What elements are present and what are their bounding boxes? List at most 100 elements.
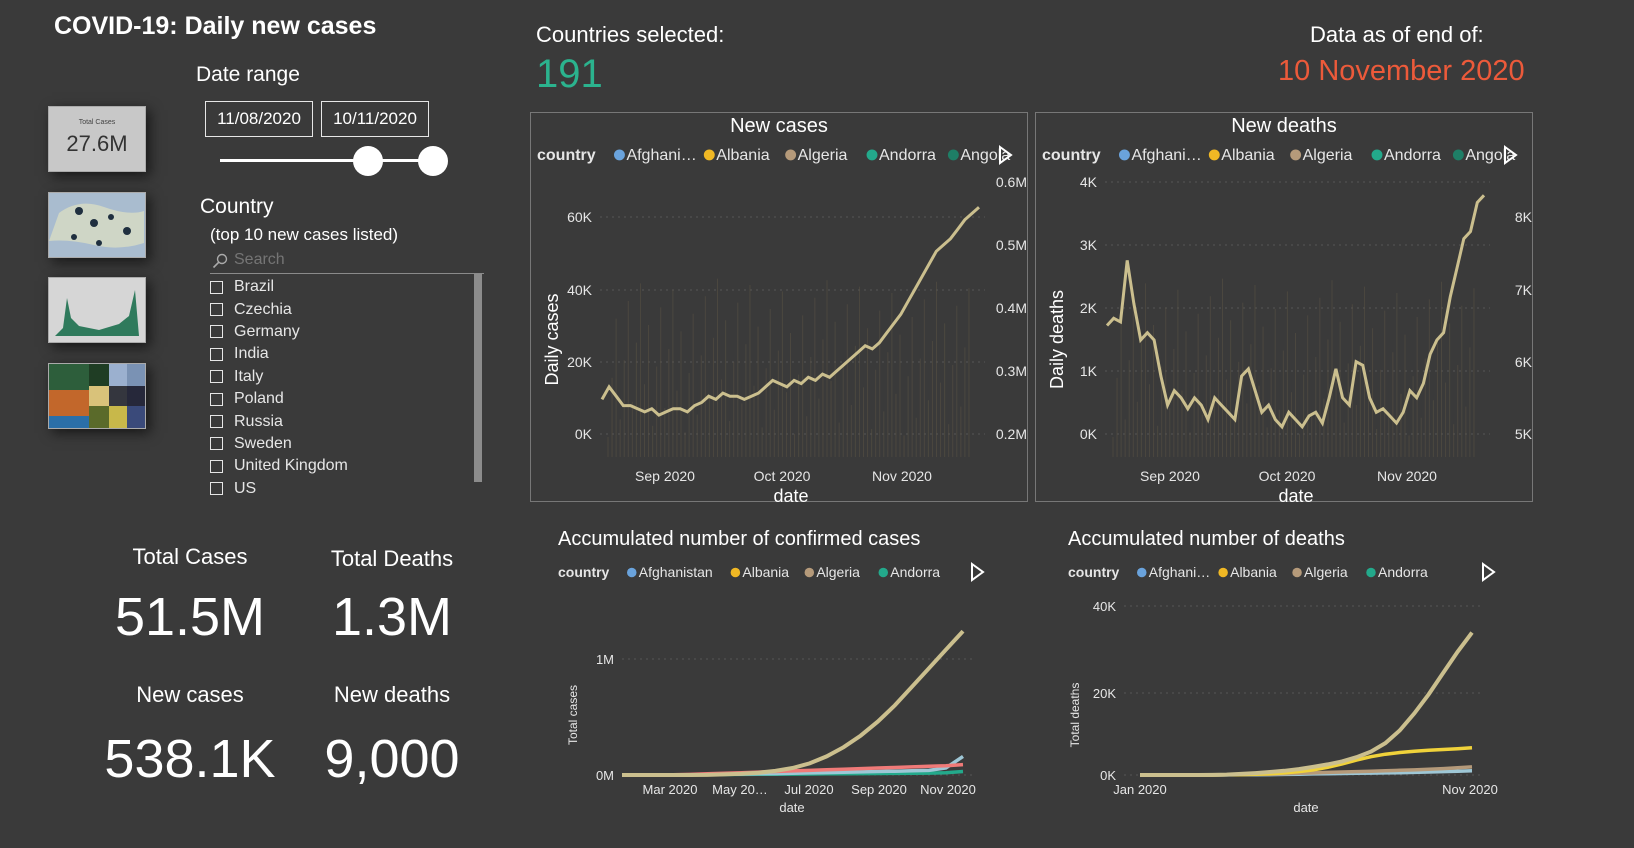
country-item-label: India [234,345,269,363]
accumulated-cases-chart[interactable]: Accumulated number of confirmed cases cou… [555,525,995,825]
checkbox[interactable] [210,392,223,406]
x-tick-label: Sep 2020 [635,468,695,484]
country-list-scrollbar[interactable] [474,274,482,482]
x-axis-label: date [779,800,804,815]
legend-marker [1371,149,1383,161]
thumbnail-area-chart[interactable] [48,277,146,343]
checkbox[interactable] [210,459,223,473]
legend-marker [627,567,637,578]
country-item-label: Czechia [234,300,292,318]
country-item[interactable]: Sweden [210,433,470,455]
checkbox[interactable] [210,347,223,361]
legend-marker [947,149,959,161]
y-tick-label: 4K [1080,174,1098,190]
country-item[interactable]: Germany [210,321,470,343]
y-tick-label: 1K [1080,363,1098,379]
country-item[interactable]: India [210,343,470,365]
search-icon [212,253,228,269]
kpi-total-cases-label: Total Cases [132,544,248,569]
kpi-total-cases-value: 51.5M [114,587,266,647]
y2-tick-label: 5K [1515,426,1533,442]
new-cases-chart[interactable]: New cases country Afghani… Albania Algeria An… [530,112,1028,502]
date-range-slider-track[interactable] [220,159,435,162]
kpi-new-cases-label: New cases [136,682,244,707]
x-tick-label: Nov 2020 [920,782,976,797]
kpi-total-deaths-value: 1.3M [331,587,453,647]
legend-item: Albania [1230,564,1277,580]
legend-item: Afghani… [1131,147,1201,164]
y2-tick-label: 0.3M [996,363,1027,379]
x-tick-label: Nov 2020 [1377,468,1437,484]
thumbnail-total-cases[interactable]: Total Cases 27.6M [48,106,146,172]
map-thumbnail-icon [49,193,145,257]
legend-item: Albania [1221,147,1274,164]
legend-next-icon[interactable] [971,562,985,582]
accumulated-deaths-chart[interactable]: Accumulated number of deaths country Afgha… [1060,525,1510,825]
treemap-thumbnail-icon [49,364,145,428]
x-tick-label: Oct 2020 [754,468,811,484]
new-deaths-chart[interactable]: New deaths country Afghani… Albania Algeria A… [1035,112,1533,502]
country-item-label: Sweden [234,434,292,452]
country-item[interactable]: Poland [210,388,470,410]
checkbox[interactable] [210,303,223,317]
legend-item: Algeria [1304,564,1348,580]
legend-marker [785,149,797,161]
country-search[interactable] [210,249,484,274]
y2-tick-label: 0.6M [996,174,1027,190]
chart-title: New deaths [1231,115,1337,137]
checkbox[interactable] [210,325,223,339]
legend-marker [730,567,741,578]
x-tick-label: Mar 2020 [643,782,698,797]
legend-title: country [537,147,596,164]
legend-marker [1452,149,1464,161]
y-tick-label: 20K [1093,686,1116,701]
legend-item: Algeria [798,147,848,164]
checkbox[interactable] [210,415,223,429]
country-item[interactable]: Czechia [210,298,470,320]
legend-marker [703,149,715,161]
chart-frame [1035,112,1533,502]
checkbox[interactable] [210,280,223,294]
chart-title: Accumulated number of deaths [1068,528,1345,550]
legend-item: Angola [960,147,1010,164]
thumbnail-treemap[interactable] [48,363,146,429]
date-end-input[interactable]: 10/11/2020 [321,101,429,137]
country-item-label: Russia [234,412,283,430]
area-chart-thumbnail-icon [49,278,145,342]
kpi-total-deaths-label: Total Deaths [330,546,454,571]
checkbox[interactable] [210,482,223,496]
legend-marker [1208,149,1220,161]
date-start-input[interactable]: 11/08/2020 [205,101,313,137]
country-item[interactable]: Italy [210,366,470,388]
thumbnail-map[interactable] [48,192,146,258]
legend-next-icon[interactable] [1482,562,1496,582]
legend-next-icon[interactable] [999,145,1013,165]
legend-item: Algeria [1303,147,1353,164]
series-line [1140,631,1474,777]
legend-item: Albania [742,564,789,580]
data-asof-label: Data as of end of: [1310,22,1484,47]
country-item[interactable]: United Kingdom [210,455,470,477]
date-range-slider-end-handle[interactable] [418,146,448,176]
legend-item: Andorra [1384,147,1441,164]
country-item-label: Germany [234,322,300,340]
legend-next-icon[interactable] [1504,145,1518,165]
legend-marker [1119,149,1130,161]
checkbox[interactable] [210,370,223,384]
chart-title: Accumulated number of confirmed cases [558,528,920,550]
legend-title: country [1068,564,1120,580]
country-item[interactable]: US [210,478,470,500]
country-item-label: Brazil [234,278,275,296]
country-item[interactable]: Russia [210,410,470,432]
country-item-label: United Kingdom [234,457,348,475]
legend-marker [866,149,878,161]
country-filter-sublabel: (top 10 new cases listed) [210,225,399,244]
page-title: COVID-19: Daily new cases [54,12,377,40]
search-input[interactable] [234,251,474,269]
y-axis-label: Total deaths [1068,683,1082,748]
y2-tick-label: 0.4M [996,300,1027,316]
country-item[interactable]: Brazil [210,276,470,298]
y2-tick-label: 8K [1515,209,1533,225]
date-range-slider-start-handle[interactable] [353,146,383,176]
checkbox[interactable] [210,437,223,451]
